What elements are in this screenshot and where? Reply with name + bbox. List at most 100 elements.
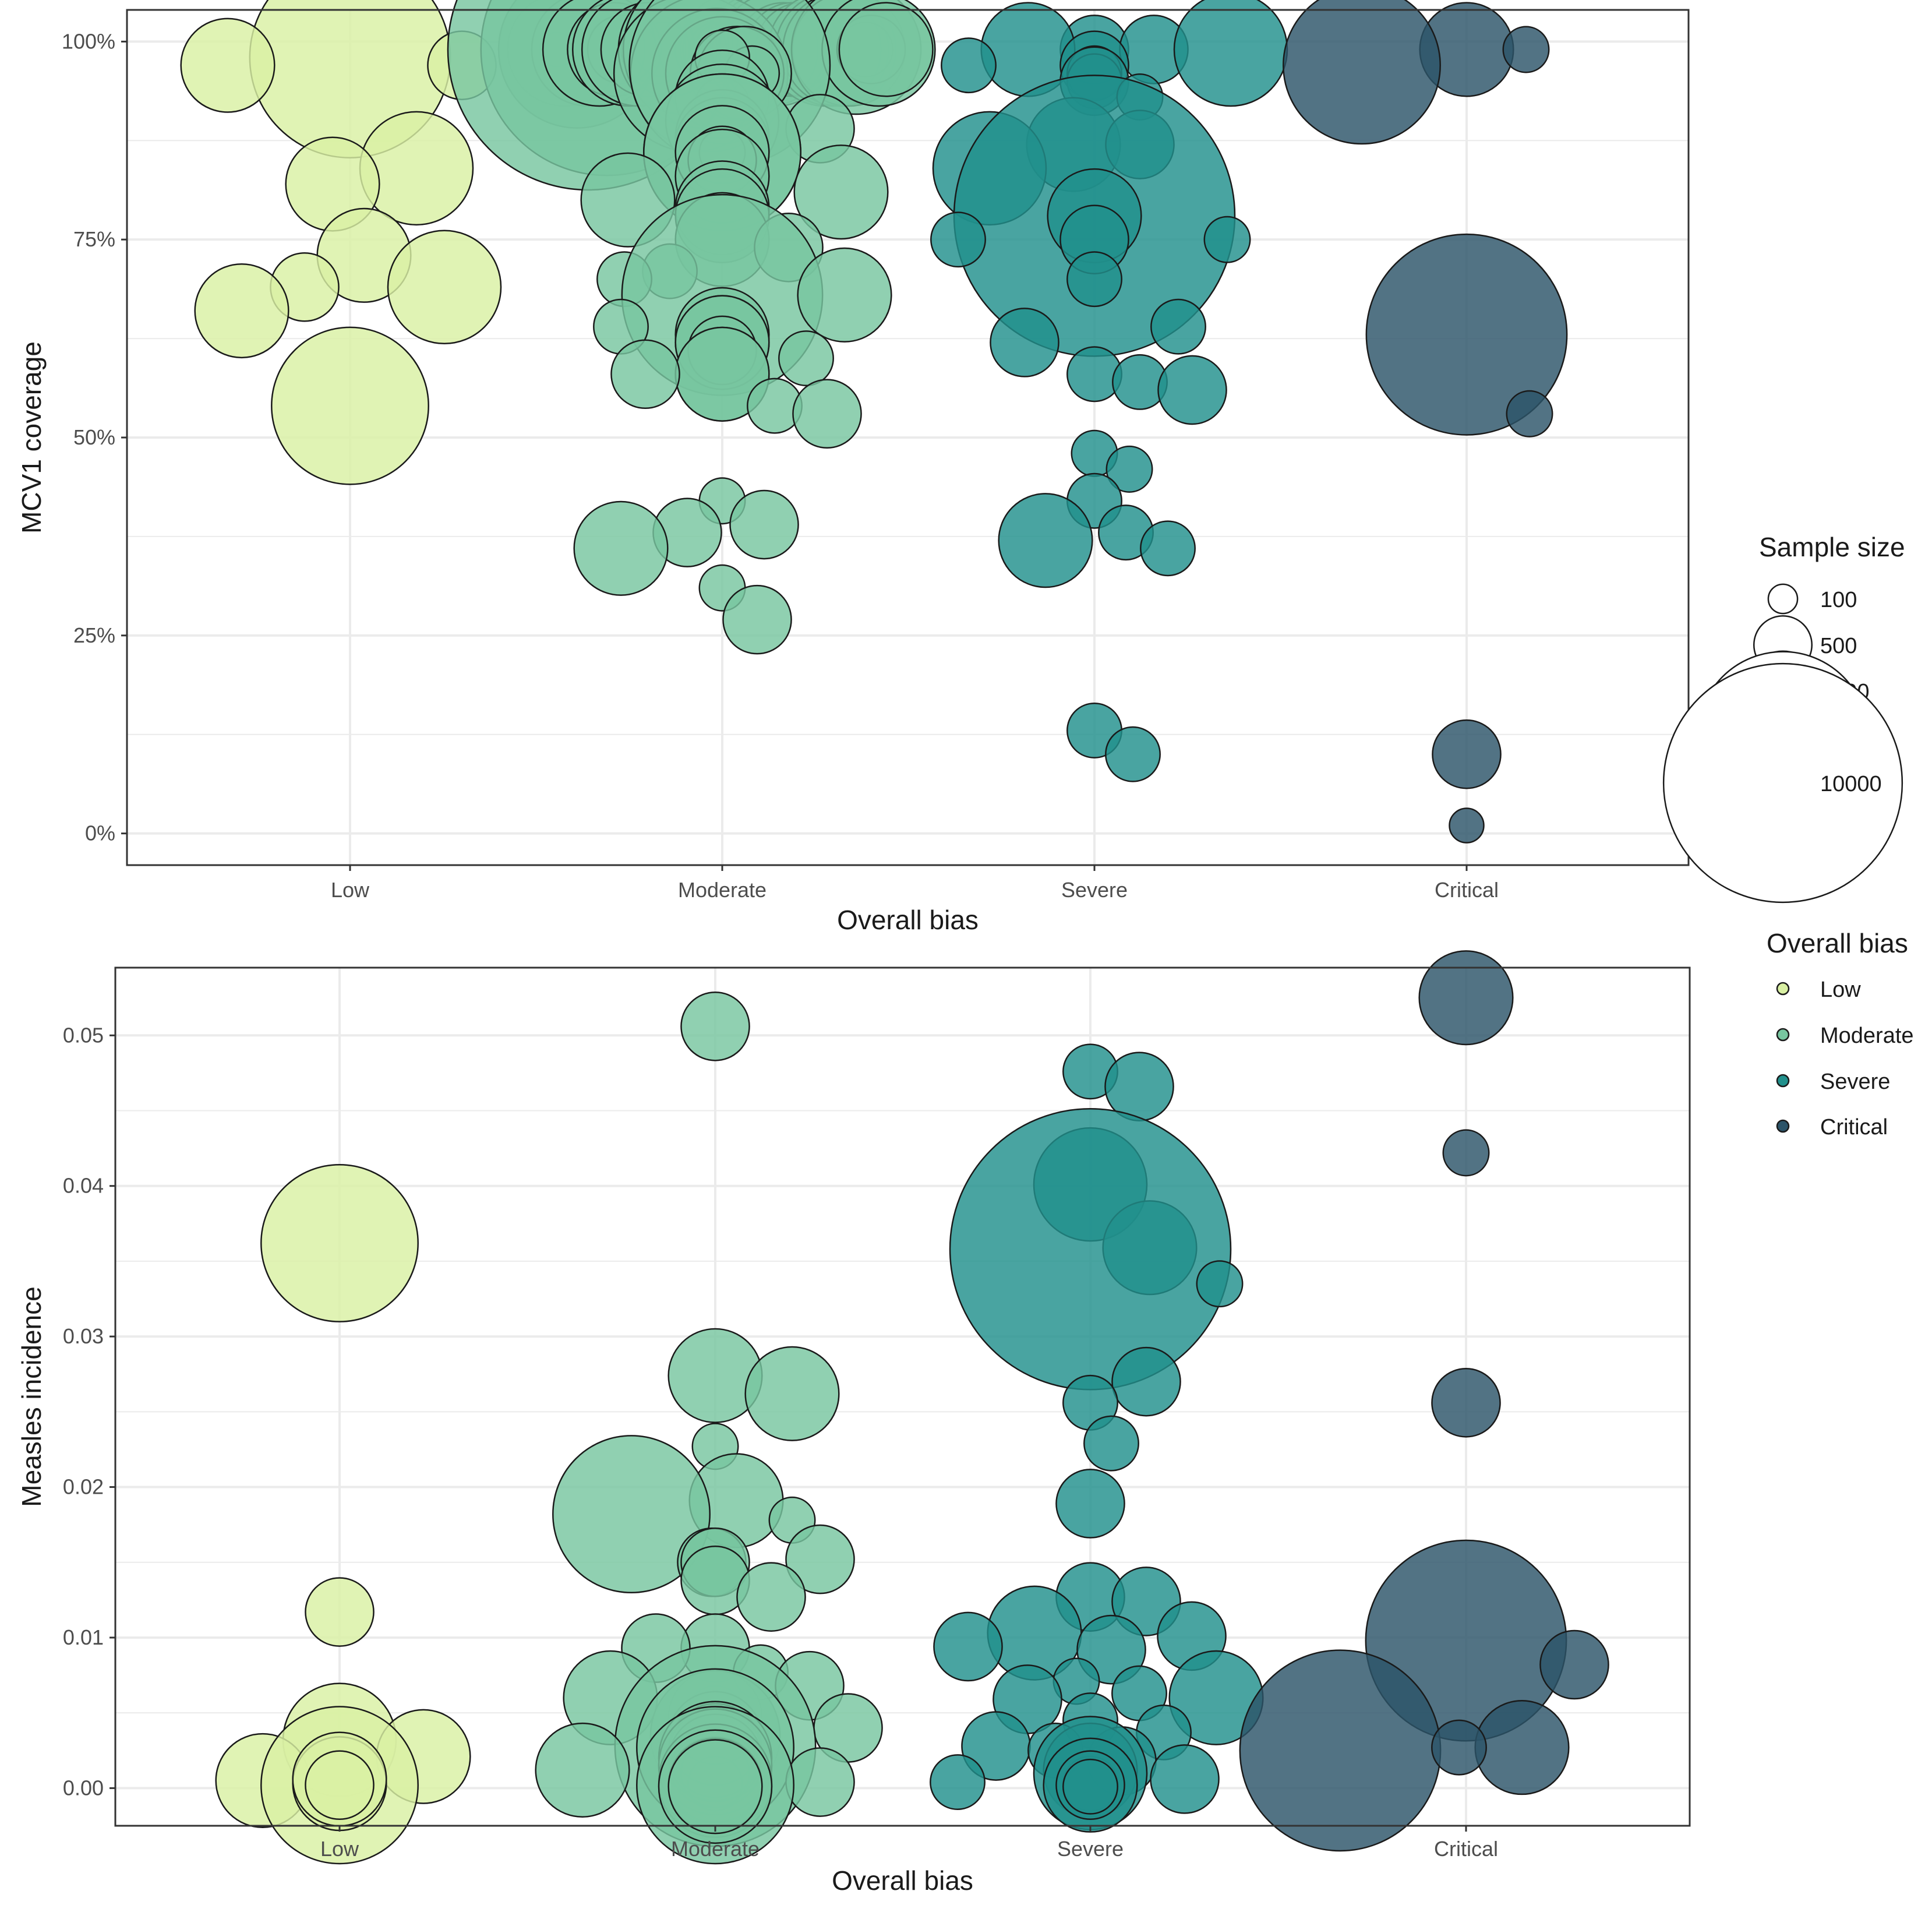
data-point-severe bbox=[1111, 1346, 1181, 1417]
incidence-y-ticks: 0.00 0.01 0.02 0.03 0.04 0.05 bbox=[63, 1023, 115, 1800]
x-tick-label: Moderate bbox=[678, 878, 767, 902]
color-legend: Overall bias Low Moderate Severe Critical bbox=[1767, 928, 1914, 1140]
y-tick-label: 25% bbox=[73, 623, 115, 647]
color-legend-key bbox=[1776, 982, 1790, 996]
data-point-severe bbox=[1157, 355, 1227, 425]
data-point-low bbox=[271, 326, 429, 485]
data-point-low bbox=[180, 17, 276, 113]
color-legend-label: Severe bbox=[1820, 1070, 1890, 1094]
data-point-moderate bbox=[610, 339, 680, 410]
data-point-moderate bbox=[778, 330, 834, 387]
data-point-critical bbox=[1431, 1368, 1501, 1438]
data-point-severe bbox=[1066, 251, 1122, 308]
data-point-critical bbox=[1502, 26, 1550, 73]
data-point-critical bbox=[1431, 1719, 1487, 1776]
data-point-critical bbox=[1539, 1629, 1609, 1700]
data-point-low bbox=[387, 230, 502, 345]
data-point-critical bbox=[1239, 1649, 1442, 1852]
data-point-critical bbox=[1365, 233, 1568, 436]
coverage-y-ticks: 0% 25% 50% 75% 100% bbox=[62, 29, 127, 845]
x-tick-label: Low bbox=[320, 1837, 359, 1861]
size-legend-title: Sample size bbox=[1759, 532, 1905, 562]
size-legend-label: 100 bbox=[1820, 588, 1857, 612]
y-tick-label: 0.03 bbox=[63, 1324, 104, 1348]
incidence-points bbox=[215, 950, 1609, 1865]
data-point-severe bbox=[949, 1107, 1232, 1391]
color-legend-label: Low bbox=[1820, 978, 1861, 1002]
data-point-low bbox=[305, 1750, 375, 1821]
data-point-critical bbox=[1418, 950, 1514, 1046]
color-legend-label: Critical bbox=[1820, 1115, 1888, 1140]
data-point-severe bbox=[930, 1754, 986, 1811]
data-point-critical bbox=[1442, 1129, 1490, 1177]
data-point-severe bbox=[1196, 1260, 1244, 1308]
data-point-severe bbox=[1062, 1758, 1118, 1815]
data-point-moderate bbox=[792, 379, 862, 449]
color-legend-key bbox=[1776, 1028, 1790, 1042]
size-legend-label: 500 bbox=[1820, 634, 1857, 658]
data-point-severe bbox=[1173, 0, 1288, 107]
incidence-panel-grid bbox=[115, 968, 1690, 1826]
incidence-y-axis-title: Measles incidence bbox=[16, 1286, 47, 1507]
y-tick-label: 75% bbox=[73, 227, 115, 251]
size-legend-key bbox=[1767, 583, 1799, 615]
size-legend-key bbox=[1662, 662, 1903, 904]
data-point-moderate bbox=[785, 1524, 855, 1594]
data-point-moderate bbox=[552, 1435, 711, 1594]
incidence-x-axis-title: Overall bias bbox=[832, 1865, 973, 1896]
x-tick-label: Critical bbox=[1435, 878, 1499, 902]
data-point-critical bbox=[1432, 719, 1502, 789]
x-tick-label: Severe bbox=[1057, 1837, 1124, 1861]
data-point-severe bbox=[1083, 1415, 1139, 1472]
data-point-severe bbox=[998, 493, 1093, 588]
data-point-moderate bbox=[736, 1562, 806, 1632]
data-point-severe bbox=[990, 308, 1059, 378]
incidence-x-ticks: Low Moderate Severe Critical bbox=[320, 1826, 1498, 1861]
y-tick-label: 0.00 bbox=[63, 1776, 104, 1800]
data-point-low bbox=[305, 1577, 375, 1647]
x-tick-label: Low bbox=[331, 878, 370, 902]
x-tick-label: Critical bbox=[1434, 1837, 1498, 1861]
y-tick-label: 0.05 bbox=[63, 1023, 104, 1047]
data-point-severe bbox=[941, 37, 997, 94]
y-tick-label: 100% bbox=[62, 29, 115, 53]
y-tick-label: 0.01 bbox=[63, 1625, 104, 1649]
data-point-moderate bbox=[793, 144, 889, 240]
data-point-moderate bbox=[680, 991, 750, 1061]
incidence-panel: 0.00 0.01 0.02 0.03 0.04 0.05 Low Moderate Seve… bbox=[16, 950, 1691, 1896]
color-legend-key bbox=[1776, 1119, 1790, 1133]
coverage-y-axis-title: MCV1 coverage bbox=[16, 341, 47, 534]
data-point-severe bbox=[1140, 520, 1196, 577]
x-tick-label: Moderate bbox=[671, 1837, 760, 1861]
color-legend-title: Overall bias bbox=[1767, 928, 1908, 958]
data-point-severe bbox=[1150, 1744, 1220, 1814]
data-point-low bbox=[260, 1163, 419, 1322]
size-legend: Sample size 1005001000500010000 bbox=[1662, 532, 1905, 904]
data-point-critical bbox=[1474, 1700, 1570, 1795]
color-legend-key bbox=[1776, 1074, 1790, 1088]
data-point-moderate bbox=[722, 584, 792, 655]
y-tick-label: 50% bbox=[73, 425, 115, 449]
incidence-panel-border bbox=[114, 966, 1691, 1827]
data-point-moderate bbox=[785, 1747, 855, 1817]
coverage-x-axis-title: Overall bias bbox=[837, 905, 979, 935]
data-point-critical bbox=[1449, 807, 1485, 844]
data-point-severe bbox=[1150, 298, 1206, 355]
data-point-severe bbox=[933, 1611, 1003, 1682]
color-legend-label: Moderate bbox=[1820, 1024, 1914, 1048]
data-point-moderate bbox=[573, 500, 669, 596]
data-point-moderate bbox=[535, 1722, 630, 1818]
data-point-critical bbox=[1283, 0, 1441, 145]
data-point-severe bbox=[1055, 1469, 1125, 1539]
data-point-low bbox=[194, 263, 289, 359]
x-tick-label: Severe bbox=[1061, 878, 1128, 902]
data-point-severe bbox=[930, 211, 986, 268]
data-point-moderate bbox=[797, 247, 892, 343]
data-point-moderate bbox=[729, 489, 799, 560]
data-point-critical bbox=[1506, 390, 1553, 438]
y-tick-label: 0% bbox=[85, 821, 115, 845]
coverage-x-ticks: Low Moderate Severe Critical bbox=[331, 865, 1499, 902]
coverage-panel: 0% 25% 50% 75% 100% Low Moderate Severe Critica… bbox=[16, 0, 1690, 935]
y-tick-label: 0.04 bbox=[63, 1174, 104, 1198]
